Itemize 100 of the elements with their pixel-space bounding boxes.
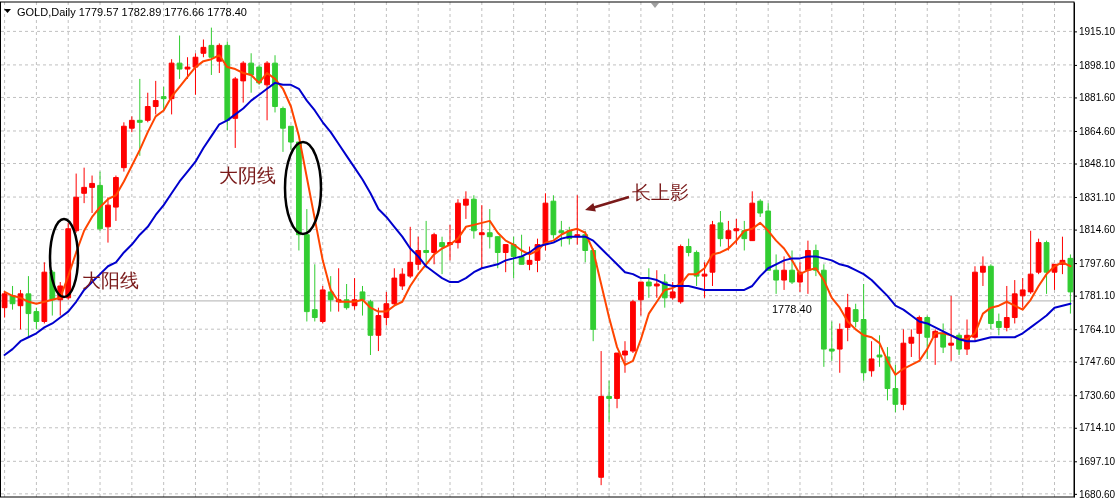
candlestick [105,196,111,244]
candlestick [327,275,334,313]
candlestick [924,315,931,360]
candlestick [948,295,954,362]
candlestick [638,281,644,317]
candlestick [518,234,525,265]
candlestick [773,253,780,295]
candlestick [645,267,652,299]
y-tick-label: 1898.10 [1079,59,1116,71]
candlestick [391,267,398,307]
candlestick [709,220,716,287]
annotation: 大阴线 [219,164,276,186]
candlestick [41,261,48,324]
candlestick [1,291,8,319]
candlestick [224,40,231,131]
candlestick [200,38,207,58]
candlestick [303,208,310,322]
candlestick [590,248,597,342]
candlestick [240,60,247,104]
candlestick [749,190,756,242]
candlestick [669,281,676,301]
candlestick [439,236,445,275]
candlestick [136,78,143,157]
y-tick-label: 1915.10 [1079,26,1116,38]
candlestick [685,238,692,257]
candlestick [717,210,724,248]
y-tick-label: 1680.60 [1079,488,1116,500]
candlestick [574,194,581,246]
candlestick [311,263,318,322]
candlestick [168,58,175,115]
candlestick [836,322,843,374]
candlestick [280,106,286,153]
candlestick [550,194,557,240]
candlestick [860,283,867,382]
y-tick-label: 1864.60 [1079,125,1116,137]
candlestick [900,328,907,411]
candlestick [463,190,469,220]
candlestick [781,255,787,291]
candlestick [176,35,183,80]
candlestick [160,86,167,111]
chart-title: GOLD,Daily 1779.57 1782.89 1776.66 1778.40 [17,6,247,18]
y-tick-label: 1781.10 [1079,290,1116,302]
candlestick [510,236,517,279]
candlestick [288,125,294,151]
candlestick [152,80,159,115]
candlestick [1011,279,1018,324]
candlestick [972,265,978,342]
candlestick [828,320,835,362]
candlestick [622,340,628,374]
candlestick [128,115,135,133]
candlestick [407,226,414,279]
y-tick-label: 1814.60 [1079,224,1116,236]
candlestick [25,275,32,338]
candlestick [272,54,278,113]
candlestick [987,263,994,330]
candlestick [653,269,660,299]
candlestick [73,173,80,234]
candlestick [630,299,636,354]
candlestick [789,249,795,285]
candlestick [701,261,708,299]
candlestick [940,322,947,354]
y-tick-label: 1730.60 [1079,389,1116,401]
candlestick [852,303,859,328]
candlestick [558,220,565,248]
candlestick [232,76,239,149]
candlestick [89,175,95,214]
candlestick [980,255,986,287]
candlestick [144,92,151,123]
candlestick [399,267,406,291]
candlestick [319,285,326,324]
candlestick [367,299,374,356]
candlestick [494,236,501,269]
candlestick [614,352,620,409]
candlestick [295,141,302,251]
candlestick [9,285,16,311]
y-tick-label: 1797.60 [1079,257,1116,269]
ref-line-label: 1778.40 [772,302,812,315]
annotation: 长上影 [632,181,689,203]
candlestick [264,60,270,121]
candlestick [121,121,127,173]
y-tick-label: 1714.10 [1079,422,1116,434]
candlestick [478,204,485,269]
candlestick [542,192,549,251]
candlestick [208,27,215,76]
candlestick [1019,277,1026,309]
candlestick [757,198,764,218]
candlestick [693,249,700,287]
candlestick [423,220,430,269]
candlestick [995,313,1002,336]
candlestick [1003,285,1010,332]
candlestick [33,307,40,330]
candlestick [606,380,612,423]
candlestick [455,198,461,250]
candlestick [17,289,24,330]
candlestick [1027,230,1034,295]
candlestick [502,244,509,273]
candlestick [97,171,103,232]
y-tick-label: 1747.60 [1079,356,1116,368]
candlestick [431,232,437,265]
candlestick [359,285,366,317]
